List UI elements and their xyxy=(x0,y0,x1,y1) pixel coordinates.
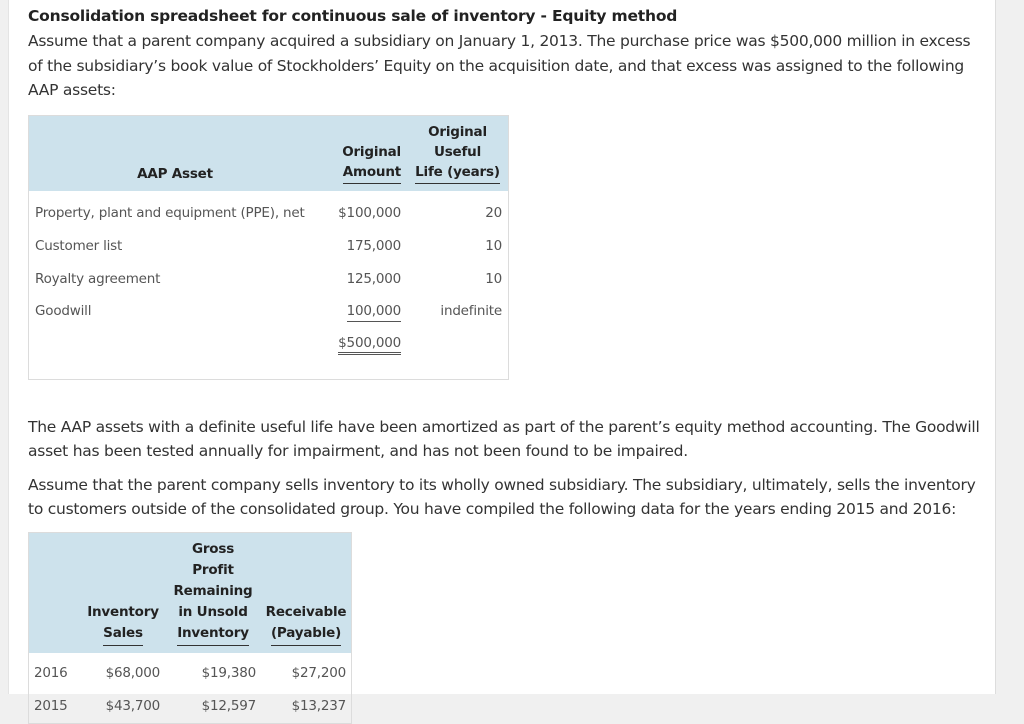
year-cell: 2016 xyxy=(34,665,68,681)
amount-cell: 175,000 xyxy=(346,238,402,254)
gross-profit-cell: $19,380 xyxy=(201,665,257,681)
amount-cell: $100,000 xyxy=(338,205,401,221)
asset-cell: Customer list xyxy=(35,238,123,254)
amortization-paragraph: The AAP assets with a definite useful li… xyxy=(28,417,980,461)
inventory-sales-table: Inventory Sales Gross Profit Remaining i… xyxy=(28,531,352,724)
gross-profit-header: Gross Profit Remaining in Unsold Invento… xyxy=(165,532,261,653)
amount-cell: 100,000 xyxy=(321,296,407,333)
aap-asset-header: AAP Asset xyxy=(28,115,321,191)
life-cell: 10 xyxy=(485,238,502,254)
table-row: Royalty agreement 125,000 10 xyxy=(29,263,509,296)
table-row: 2015 $43,700 $12,597 $13,237 xyxy=(29,690,352,724)
total-amount-cell: $500,000 xyxy=(321,333,407,365)
sales-cell: $43,700 xyxy=(105,698,161,714)
receivable-cell: $13,237 xyxy=(291,698,347,714)
year-cell: 2015 xyxy=(34,698,68,714)
asset-cell: Goodwill xyxy=(35,302,92,319)
aap-header-row: AAP Asset Original Amount Original Usefu… xyxy=(28,115,509,191)
page-title: Consolidation spreadsheet for continuous… xyxy=(28,7,678,25)
inventory-header-row: Inventory Sales Gross Profit Remaining i… xyxy=(28,532,352,653)
original-amount-header: Original Amount xyxy=(321,115,407,191)
table-row: 2016 $68,000 $19,380 $27,200 xyxy=(29,653,352,690)
aap-assets-table: AAP Asset Original Amount Original Usefu… xyxy=(28,114,509,380)
life-cell: 20 xyxy=(485,205,502,221)
content-area: Consolidation spreadsheet for continuous… xyxy=(28,5,983,724)
asset-cell: Property, plant and equipment (PPE), net xyxy=(35,205,305,221)
life-cell: 10 xyxy=(485,271,502,287)
table-row: Goodwill 100,000 indefinite xyxy=(29,296,509,333)
receivable-cell: $27,200 xyxy=(291,665,347,681)
sales-cell: $68,000 xyxy=(105,665,161,681)
inventory-paragraph: Assume that the parent company sells inv… xyxy=(28,475,976,519)
total-row: $500,000 xyxy=(29,333,509,365)
year-header xyxy=(28,532,81,653)
asset-cell: Royalty agreement xyxy=(35,271,161,287)
inventory-sales-header: Inventory Sales xyxy=(81,532,165,653)
life-cell: indefinite xyxy=(440,302,502,319)
document-page: Consolidation spreadsheet for continuous… xyxy=(8,0,996,724)
intro-paragraph: Assume that a parent company acquired a … xyxy=(28,32,971,99)
useful-life-header: Original Useful Life (years) xyxy=(407,115,509,191)
receivable-header: Receivable (Payable) xyxy=(261,532,352,653)
amount-cell: 125,000 xyxy=(346,271,402,287)
gross-profit-cell: $12,597 xyxy=(201,698,257,714)
table-row: Property, plant and equipment (PPE), net… xyxy=(29,191,509,230)
table-row: Customer list 175,000 10 xyxy=(29,230,509,263)
